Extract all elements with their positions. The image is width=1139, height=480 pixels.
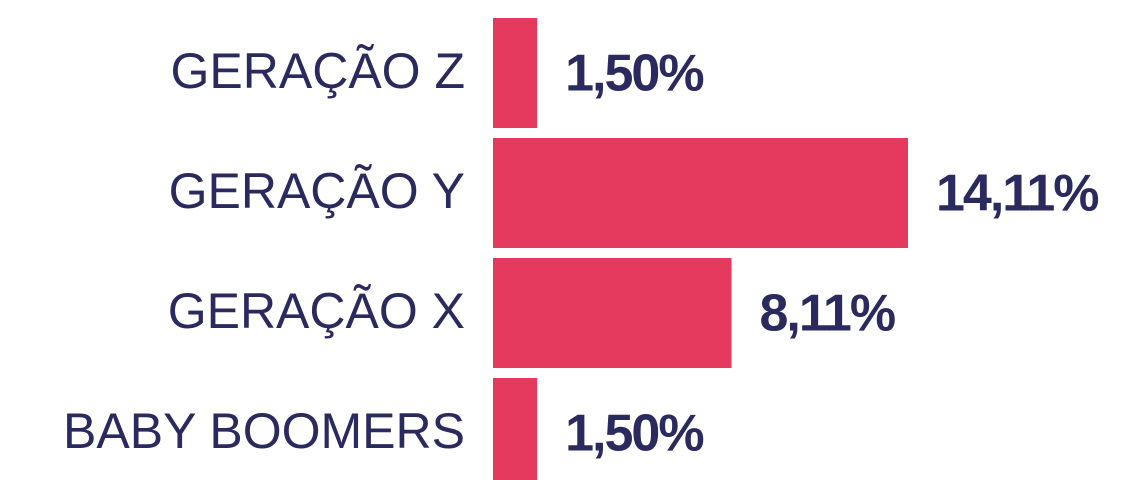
bar <box>493 258 732 368</box>
category-label: GERAÇÃO Y <box>169 163 465 219</box>
value-label: 14,11% <box>936 165 1098 223</box>
value-label: 8,11% <box>760 285 895 343</box>
bar <box>493 18 538 128</box>
category-label: BABY BOOMERS <box>63 403 465 459</box>
bar <box>493 378 538 480</box>
bar <box>493 138 908 248</box>
value-label: 1,50% <box>565 45 703 103</box>
value-label: 1,50% <box>565 405 703 463</box>
category-label: GERAÇÃO X <box>168 283 465 339</box>
category-label: GERAÇÃO Z <box>171 43 465 99</box>
